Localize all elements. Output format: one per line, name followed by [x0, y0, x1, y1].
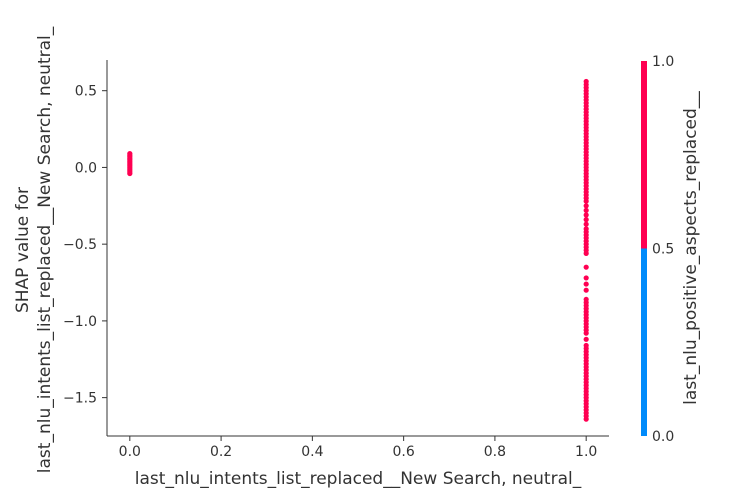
colorbar	[641, 61, 647, 436]
data-point	[583, 203, 589, 209]
y-axis-label: SHAP value for last_nlu_intents_list_rep…	[13, 26, 55, 473]
data-point	[583, 217, 589, 223]
x-tick-label: 0.6	[393, 444, 415, 460]
data-point	[583, 212, 589, 218]
data-point	[583, 330, 589, 336]
data-point	[583, 207, 589, 213]
x-tick-label: 0.2	[210, 444, 232, 460]
y-tick-label: −1.5	[63, 391, 97, 407]
data-point	[583, 198, 589, 204]
data-point	[583, 416, 589, 422]
y-tick-label: −0.5	[63, 237, 97, 253]
y-axis-label-line-2: last_nlu_intents_list_replaced__New Sear…	[35, 26, 55, 473]
data-point	[583, 250, 589, 256]
colorbar-label: last_nlu_positive_aspects_replaced__	[681, 91, 701, 405]
x-axis-label: last_nlu_intents_list_replaced__New Sear…	[135, 469, 582, 489]
y-axis-label-line-1: SHAP value for	[13, 187, 33, 313]
data-point	[583, 336, 589, 342]
x-tick-label: 0.4	[301, 444, 323, 460]
x-tick-label: 0.8	[484, 444, 506, 460]
colorbar-tick-label: 0.5	[652, 242, 674, 258]
y-tick-label: 0.5	[75, 84, 97, 100]
data-point	[127, 170, 133, 177]
data-points	[127, 78, 589, 422]
colorbar-tick-label: 1.0	[652, 54, 674, 70]
x-ticks: 0.0 0.2 0.4 0.6 0.8 1.0	[119, 436, 597, 460]
data-point	[583, 287, 589, 293]
data-point	[583, 221, 589, 227]
colorbar-ticks: 1.0 0.5 0.0	[652, 54, 674, 445]
data-point	[583, 264, 589, 270]
data-point	[583, 281, 589, 287]
x-tick-label: 0.0	[119, 444, 141, 460]
y-tick-label: −1.0	[63, 314, 97, 330]
y-tick-label: 0.0	[75, 160, 97, 176]
y-ticks: 0.5 0.0 −0.5 −1.0 −1.5	[63, 84, 107, 407]
colorbar-tick-label: 0.0	[652, 429, 674, 445]
data-point	[583, 275, 589, 281]
x-tick-label: 1.0	[575, 444, 597, 460]
